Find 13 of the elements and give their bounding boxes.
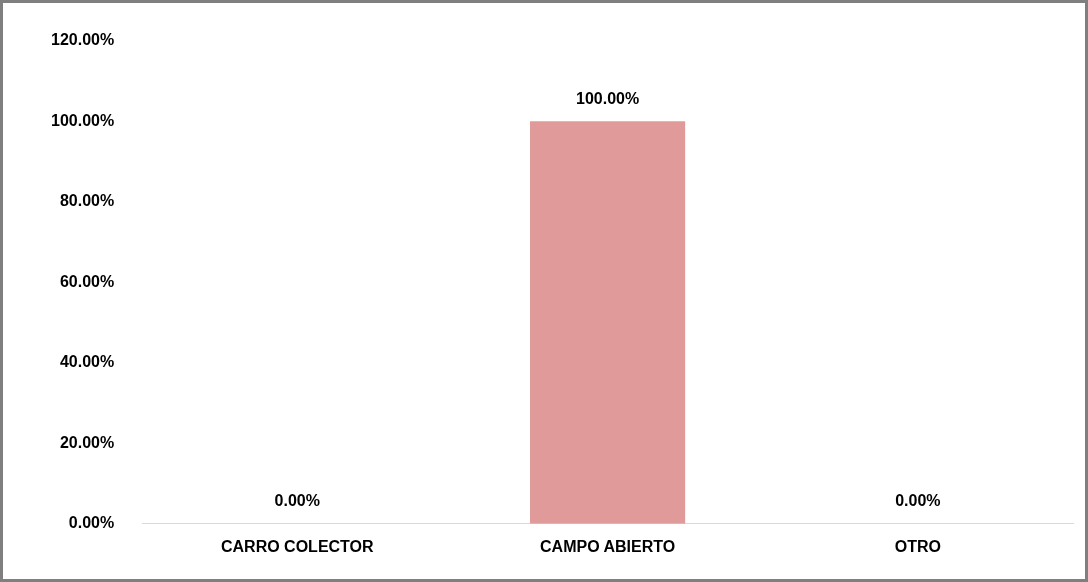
y-tick-label: 0.00% bbox=[68, 514, 115, 532]
y-tick-label: 20.00% bbox=[59, 433, 115, 451]
data-label: 100.00% bbox=[576, 89, 640, 107]
x-tick-label: CAMPO ABIERTO bbox=[540, 537, 676, 555]
data-label: 0.00% bbox=[274, 492, 320, 510]
y-tick-label: 120.00% bbox=[50, 31, 115, 49]
y-tick-label: 40.00% bbox=[59, 353, 115, 371]
data-label: 0.00% bbox=[895, 492, 941, 510]
y-tick-label: 80.00% bbox=[59, 192, 115, 210]
y-tick-label: 100.00% bbox=[50, 111, 115, 129]
x-tick-label: CARRO COLECTOR bbox=[221, 537, 375, 555]
x-tick-label: OTRO bbox=[894, 537, 941, 555]
y-tick-label: 60.00% bbox=[59, 272, 115, 290]
